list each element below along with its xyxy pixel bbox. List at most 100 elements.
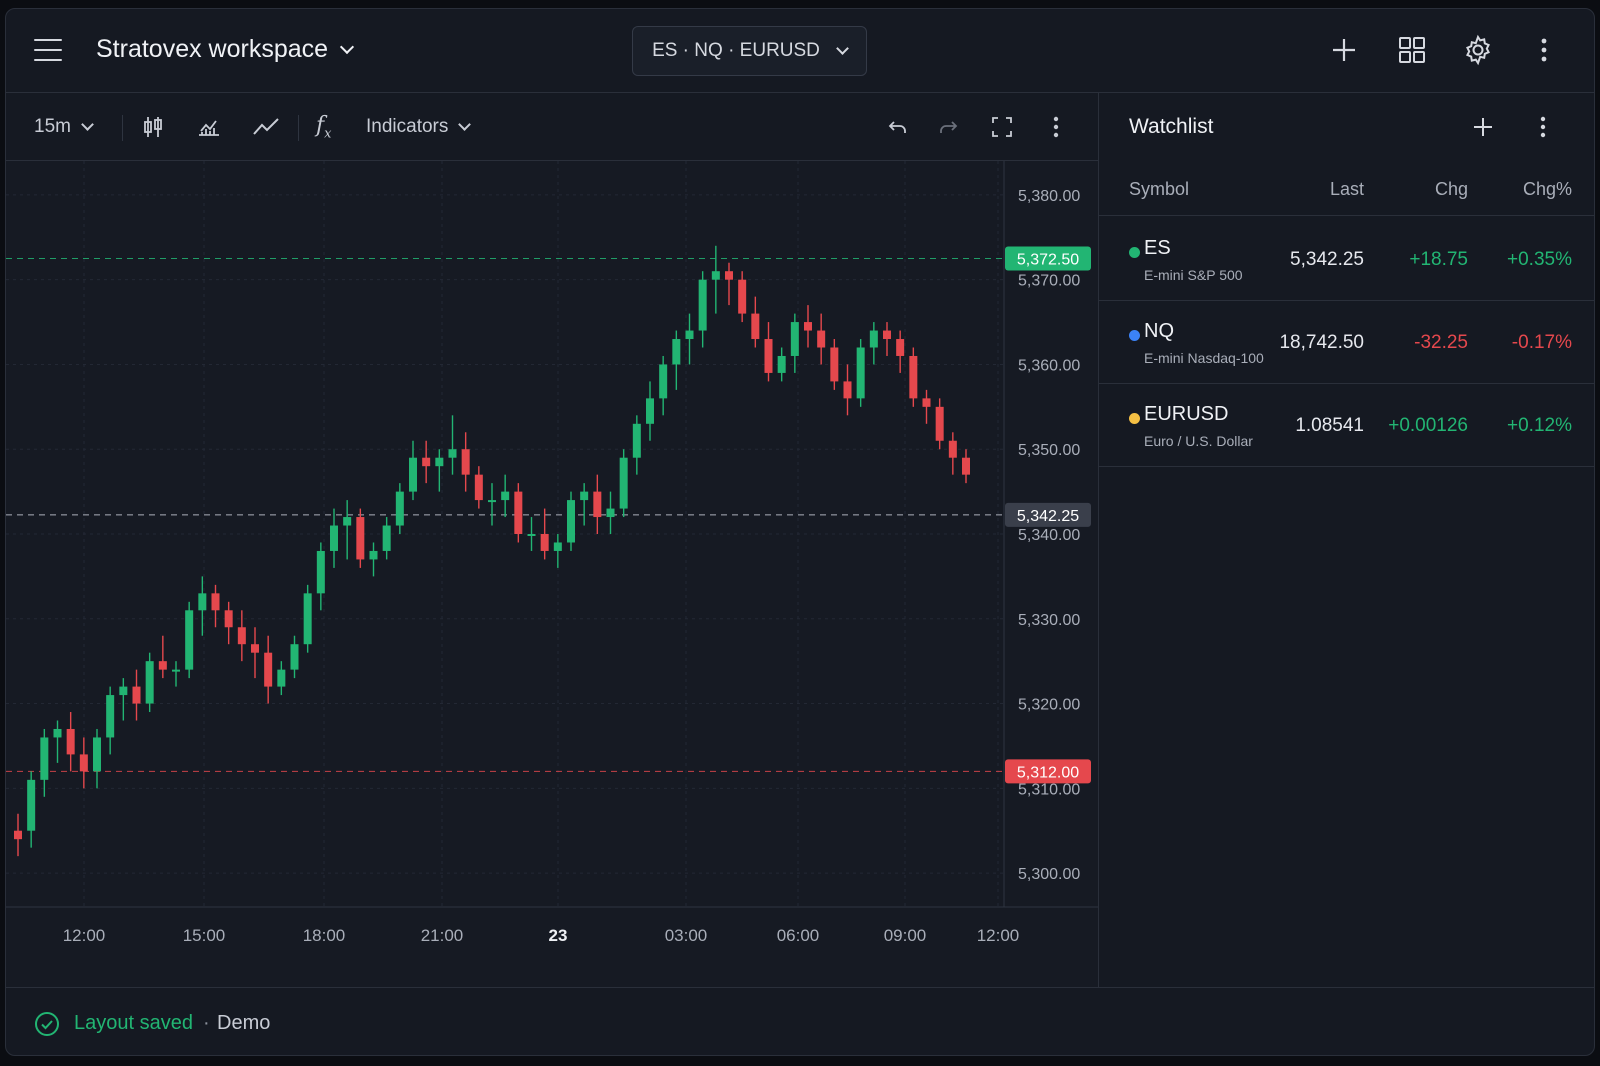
candle-body bbox=[198, 593, 207, 611]
y-tick-label: 5,310.00 bbox=[1018, 781, 1080, 798]
y-tick-label: 5,380.00 bbox=[1018, 188, 1080, 205]
fullscreen-icon[interactable] bbox=[990, 113, 1014, 141]
layout-saved-status: Layout saved bbox=[74, 1012, 193, 1034]
x-tick-label: 12:00 bbox=[63, 926, 106, 945]
top-header: Stratovex workspace ES · NQ · EURUSD bbox=[6, 9, 1594, 93]
candle-body bbox=[448, 449, 457, 458]
y-tick-label: 5,320.00 bbox=[1018, 697, 1080, 714]
candle-body bbox=[132, 686, 141, 704]
watchlist-title: Watchlist bbox=[1129, 115, 1214, 138]
watchlist-change: -32.25 bbox=[1414, 332, 1468, 353]
more-vertical-icon[interactable] bbox=[1046, 113, 1066, 141]
y-tick-label: 5,370.00 bbox=[1018, 273, 1080, 290]
gear-icon[interactable] bbox=[1462, 34, 1494, 66]
watchlist-column-headers: Symbol Last Chg Chg% bbox=[1099, 161, 1594, 216]
chevron-down-icon bbox=[836, 41, 849, 55]
candle-body bbox=[172, 669, 180, 672]
column-chg-pct[interactable]: Chg% bbox=[1522, 179, 1572, 199]
watchlist-symbol: NQ bbox=[1144, 320, 1174, 342]
watchlist-panel: Watchlist Symbol Last Chg Chg% ES E-mini … bbox=[1099, 93, 1594, 987]
more-vertical-icon[interactable] bbox=[1528, 34, 1560, 66]
candle-body bbox=[277, 669, 286, 687]
candle-body bbox=[922, 398, 931, 407]
candle-body bbox=[777, 355, 786, 373]
candle-body bbox=[830, 347, 839, 382]
column-chg[interactable]: Chg bbox=[1434, 179, 1468, 199]
candle-body bbox=[685, 330, 694, 340]
account-mode: Demo bbox=[217, 1012, 271, 1034]
candle-body bbox=[435, 457, 444, 467]
watchlist-last-price: 5,342.25 bbox=[1290, 249, 1364, 270]
x-tick-label: 23 bbox=[549, 926, 568, 945]
candle-body bbox=[843, 381, 852, 399]
workspace-selector[interactable]: Stratovex workspace bbox=[96, 35, 355, 64]
candle-body bbox=[606, 508, 615, 518]
candle-body bbox=[106, 695, 115, 738]
menu-icon[interactable] bbox=[34, 39, 62, 61]
x-tick-label: 09:00 bbox=[884, 926, 927, 945]
indicators-button[interactable]: Indicators bbox=[366, 113, 472, 141]
candle-body bbox=[646, 398, 654, 424]
watchlist-description: Euro / U.S. Dollar bbox=[1144, 433, 1253, 449]
candles-icon[interactable] bbox=[140, 113, 166, 141]
candle-body bbox=[145, 661, 154, 704]
column-last[interactable]: Last bbox=[1329, 179, 1364, 199]
interval-label: 15m bbox=[34, 116, 71, 137]
candle-body bbox=[659, 364, 668, 399]
redo-icon[interactable] bbox=[936, 113, 960, 141]
chart-toolbar: 15m fx Indicators bbox=[6, 93, 1098, 161]
candle-body bbox=[764, 339, 773, 373]
watchlist-change: +0.00126 bbox=[1388, 415, 1468, 436]
symbol-color-dot-icon bbox=[1129, 247, 1140, 258]
candle-body bbox=[382, 525, 391, 551]
x-tick-label: 21:00 bbox=[421, 926, 464, 945]
layout-grid-icon[interactable] bbox=[1396, 34, 1428, 66]
interval-selector[interactable]: 15m bbox=[34, 113, 94, 141]
candle-body bbox=[672, 339, 681, 365]
candle-body bbox=[553, 542, 562, 551]
candle-body bbox=[711, 271, 720, 280]
x-tick-label: 15:00 bbox=[183, 926, 226, 945]
candle-body bbox=[27, 779, 36, 831]
candle-body bbox=[356, 517, 365, 560]
undo-icon[interactable] bbox=[886, 113, 910, 141]
candle-body bbox=[527, 534, 536, 536]
column-symbol[interactable]: Symbol bbox=[1129, 179, 1190, 199]
watchlist-row[interactable]: ES E-mini S&P 500 5,342.25 +18.75 +0.35% bbox=[1099, 217, 1594, 301]
candle-body bbox=[66, 728, 75, 755]
candle-body bbox=[790, 322, 799, 356]
candle-body bbox=[632, 423, 641, 458]
y-tick-label: 5,300.00 bbox=[1018, 866, 1080, 883]
symbol-set-selector[interactable]: ES · NQ · EURUSD bbox=[632, 26, 867, 76]
chevron-down-icon bbox=[458, 117, 472, 131]
candle-body bbox=[79, 754, 88, 772]
line-chart-icon[interactable] bbox=[252, 113, 280, 141]
plus-icon[interactable] bbox=[1469, 113, 1497, 141]
plus-icon[interactable] bbox=[1328, 34, 1360, 66]
candle-body bbox=[751, 313, 760, 340]
watchlist-symbol: ES bbox=[1144, 237, 1171, 259]
more-vertical-icon[interactable] bbox=[1529, 113, 1557, 141]
y-tick-label: 5,340.00 bbox=[1018, 527, 1080, 544]
candle-body bbox=[817, 330, 826, 348]
candle-body bbox=[869, 330, 878, 348]
watchlist-row[interactable]: EURUSD Euro / U.S. Dollar 1.08541 +0.00126 +… bbox=[1099, 383, 1594, 467]
watchlist-last-price: 1.08541 bbox=[1295, 415, 1364, 436]
bar-chart-icon[interactable] bbox=[196, 113, 222, 141]
symbol-color-dot-icon bbox=[1129, 330, 1140, 341]
price-chart[interactable]: 5,380.00 5,370.00 5,360.00 5,350.00 5,340.00… bbox=[6, 161, 1098, 987]
watchlist-header: Watchlist bbox=[1099, 93, 1594, 161]
candle-body bbox=[540, 534, 549, 551]
candle-body bbox=[14, 830, 22, 840]
candle-body bbox=[909, 355, 918, 399]
candle-body bbox=[725, 271, 733, 280]
function-icon[interactable]: fx bbox=[316, 112, 332, 142]
watchlist-change: +18.75 bbox=[1409, 249, 1468, 270]
candle-body bbox=[290, 644, 299, 670]
candle-body bbox=[264, 652, 273, 687]
price-line-label: 5,372.50 bbox=[1017, 251, 1079, 268]
check-circle-icon bbox=[35, 1012, 59, 1036]
candle-body bbox=[343, 517, 352, 526]
candlestick-chart[interactable]: 5,380.00 5,370.00 5,360.00 5,350.00 5,340.00… bbox=[6, 161, 1098, 987]
watchlist-row[interactable]: NQ E-mini Nasdaq-100 18,742.50 -32.25 -0.17% bbox=[1099, 300, 1594, 384]
